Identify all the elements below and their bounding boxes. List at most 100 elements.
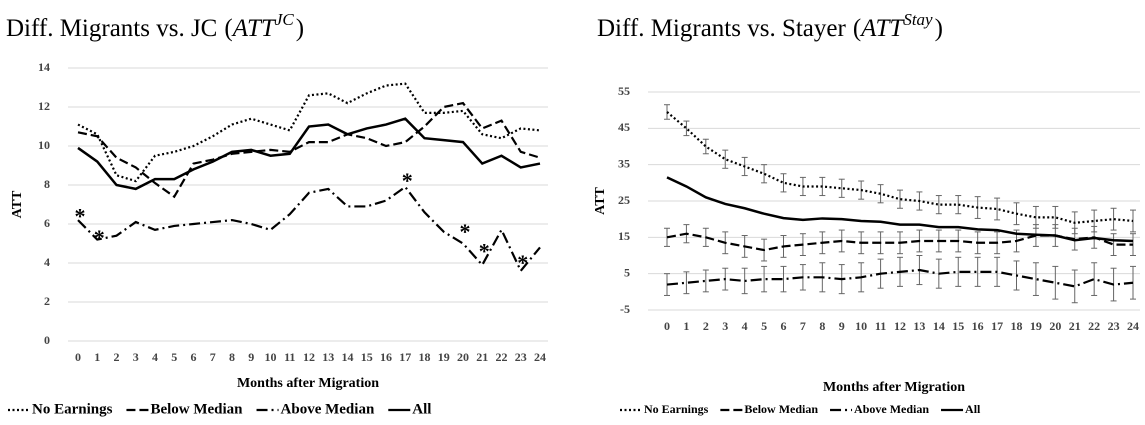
x-tick-label: 13 [913,319,925,333]
significance-star: * [517,250,528,275]
title-close: ) [935,15,943,42]
title-open: ( [224,15,232,42]
error-bar [1091,262,1098,296]
x-tick-label: 3 [722,319,728,333]
x-tick-label: 8 [819,319,825,333]
x-tick-label: 22 [496,350,508,364]
error-bar [955,256,962,287]
error-bar [1130,209,1136,233]
significance-star: * [479,238,490,263]
error-bar [702,269,709,293]
error-bar [1071,269,1078,304]
x-tick-label: 24 [534,350,546,364]
x-tick-label: 2 [703,319,709,333]
x-tick-label: 18 [1011,319,1023,333]
y-tick-label: 15 [618,229,630,243]
series-line [77,117,541,191]
series-line [77,185,541,273]
x-tick-label: 15 [952,319,964,333]
y-tick-label: 8 [44,177,50,191]
y-axis-label: ATT [10,190,25,218]
x-tick-label: 5 [171,350,177,364]
x-tick-label: 6 [191,350,197,364]
chart-title: Diff. Migrants vs. JC (ATTJC) [6,10,304,42]
title-symbol: ATT [859,15,905,42]
error-bar [683,120,690,137]
x-tick-label: 4 [152,350,158,364]
x-tick-label: 12 [894,319,906,333]
x-tick-label: 13 [322,350,334,364]
x-tick-label: 9 [839,319,845,333]
y-tick-label: 6 [44,216,50,230]
x-tick-label: 19 [438,350,450,364]
legend-label: Above Median [281,401,375,417]
significance-star: * [402,168,413,193]
significance-star: * [94,225,105,250]
x-tick-label: 23 [1108,319,1120,333]
x-tick-label: 11 [875,319,886,333]
error-bar [935,195,942,215]
x-tick-label: 14 [342,350,354,364]
error-bar [1032,262,1039,296]
legend-label: No Earnings [32,401,113,417]
title-text: Diff. Migrants vs. Stayer [597,15,846,42]
x-tick-label: 20 [1049,319,1061,333]
x-tick-label: 1 [94,350,100,364]
title-sup: JC [275,10,295,29]
x-tick-label: 9 [248,350,254,364]
y-tick-label: -5 [620,302,630,316]
error-bar [722,149,729,169]
x-tick-label: 16 [380,350,392,364]
x-tick-label: 0 [75,350,81,364]
legend-label: Below Median [744,402,818,416]
error-bar [877,184,884,204]
series-line [77,82,541,183]
x-tick-label: 3 [133,350,139,364]
x-tick-label: 12 [303,350,315,364]
y-tick-label: 2 [44,294,50,308]
error-bar [780,265,787,293]
y-axis-label: ATT [593,186,608,214]
error-bar [664,227,670,247]
legend-label: All [412,401,431,417]
series-line [77,101,541,199]
y-tick-label: 10 [38,138,50,152]
y-tick-label: 4 [44,255,50,269]
y-tick-label: 14 [38,60,50,74]
chart-title: Diff. Migrants vs. Stayer (ATTStay) [597,10,943,42]
error-bar [1052,265,1059,300]
x-tick-label: 17 [399,350,411,364]
y-tick-label: 12 [38,99,50,113]
x-tick-label: 7 [800,319,806,333]
y-tick-label: 35 [618,156,630,170]
error-bar [974,256,981,287]
title-text: Diff. Migrants vs. JC [6,15,217,42]
x-tick-label: 11 [284,350,295,364]
x-tick-label: 19 [1030,319,1042,333]
series-line [666,268,1134,288]
error-bar [780,173,787,193]
x-tick-label: 0 [664,319,670,333]
x-axis-label: Months after Migration [823,380,965,395]
y-tick-label: 0 [44,333,50,347]
x-tick-label: 10 [265,350,277,364]
x-tick-label: 10 [855,319,867,333]
chart-panel: Diff. Migrants vs. Stayer (ATTStay) -5 5 15 2… [593,10,1140,416]
error-bar [1110,233,1117,256]
x-tick-label: 24 [1127,319,1139,333]
error-bar [683,271,690,295]
x-tick-label: 5 [761,319,767,333]
x-tick-label: 16 [972,319,984,333]
y-tick-label: 55 [618,84,630,98]
x-tick-label: 7 [210,350,216,364]
x-tick-label: 22 [1088,319,1100,333]
legend-label: Below Median [150,401,243,417]
series-line [666,176,1134,243]
x-tick-label: 20 [457,350,469,364]
x-tick-label: 14 [933,319,945,333]
x-tick-label: 8 [229,350,235,364]
legend-label: No Earnings [644,402,709,416]
y-tick-label: 25 [618,193,630,207]
